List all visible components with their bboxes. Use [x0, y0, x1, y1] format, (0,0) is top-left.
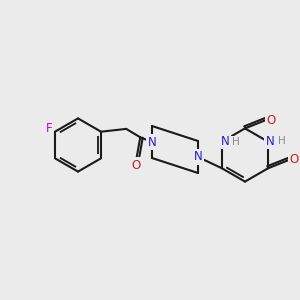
Text: H: H	[232, 137, 240, 147]
Text: N: N	[266, 135, 274, 148]
Text: N: N	[194, 151, 202, 164]
Text: O: O	[131, 159, 141, 172]
Text: N: N	[148, 136, 156, 148]
Text: H: H	[278, 136, 286, 146]
Text: O: O	[290, 153, 299, 167]
Text: O: O	[266, 113, 276, 127]
Text: F: F	[46, 122, 52, 135]
Text: N: N	[220, 135, 229, 148]
